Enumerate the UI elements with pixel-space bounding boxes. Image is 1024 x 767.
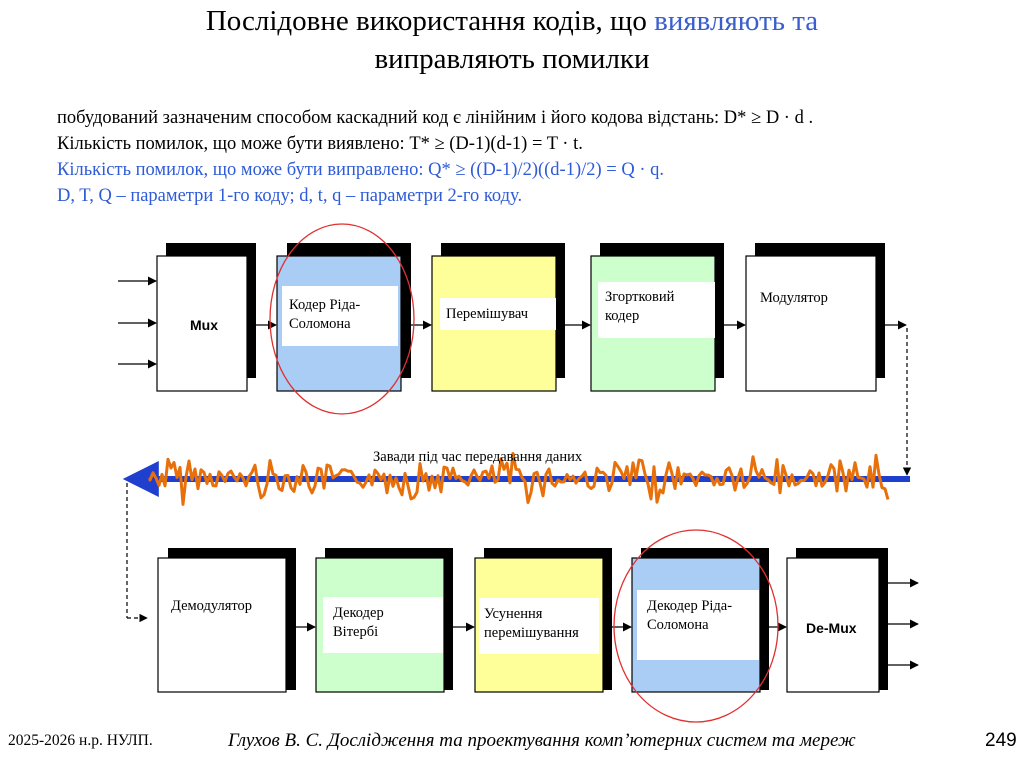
rs-coder-block — [276, 243, 411, 392]
modulator-label: Модулятор — [760, 290, 828, 306]
channel-label: Завади під час передавання даних — [373, 449, 583, 465]
rs-decoder-label: Декодер Ріда-Соломона — [647, 598, 733, 633]
text-correct: Кількість помилок, що може бути виправле… — [57, 160, 665, 180]
text-detect: Кількість помилок, що може бути виявлено… — [57, 134, 583, 154]
demodulator-block — [157, 548, 296, 693]
title-part1: Послідовне використання кодів, що — [205, 5, 655, 37]
rs-coder-label: Кодер Ріда-Соломона — [289, 297, 361, 332]
deinterleaver-label: Усунення перемішування — [484, 606, 579, 641]
text-linearity: побудований зазначеним способом каскадни… — [57, 108, 814, 128]
title-line2: виправляють помилки — [374, 43, 650, 75]
page-number: 249 — [985, 730, 1017, 751]
mux-block — [156, 243, 256, 392]
demodulator-label: Демодулятор — [171, 598, 253, 614]
rs-decoder-block — [631, 548, 769, 693]
interleaver-block — [431, 243, 565, 392]
footer-course: Глухов В. С. Дослідження та проектування… — [228, 730, 856, 751]
slide-title: Послідовне використання кодів, що виявля… — [0, 2, 1024, 78]
viterbi-label: Декодер Вітербі — [333, 605, 384, 640]
interleaver-label: Перемішувач — [446, 306, 529, 322]
noise-signal — [148, 452, 890, 506]
demux-label: De-Mux — [806, 620, 857, 636]
mux-label: Mux — [190, 317, 218, 333]
deinterleaver-block — [474, 548, 612, 693]
title-part2: виявляють та — [654, 5, 819, 37]
text-params: D, T, Q – параметри 1-го коду; d, t, q –… — [57, 186, 523, 206]
viterbi-block — [315, 548, 453, 693]
highlight-circle-decoder — [613, 529, 779, 723]
highlight-circle-coder — [269, 223, 415, 415]
conv-coder-block — [590, 243, 724, 392]
footer-year: 2025-2026 н.р. НУЛП. — [8, 732, 153, 749]
demux-block — [786, 548, 888, 693]
conv-coder-label: Згортковий кодер — [605, 289, 675, 324]
modulator-block — [745, 243, 885, 392]
